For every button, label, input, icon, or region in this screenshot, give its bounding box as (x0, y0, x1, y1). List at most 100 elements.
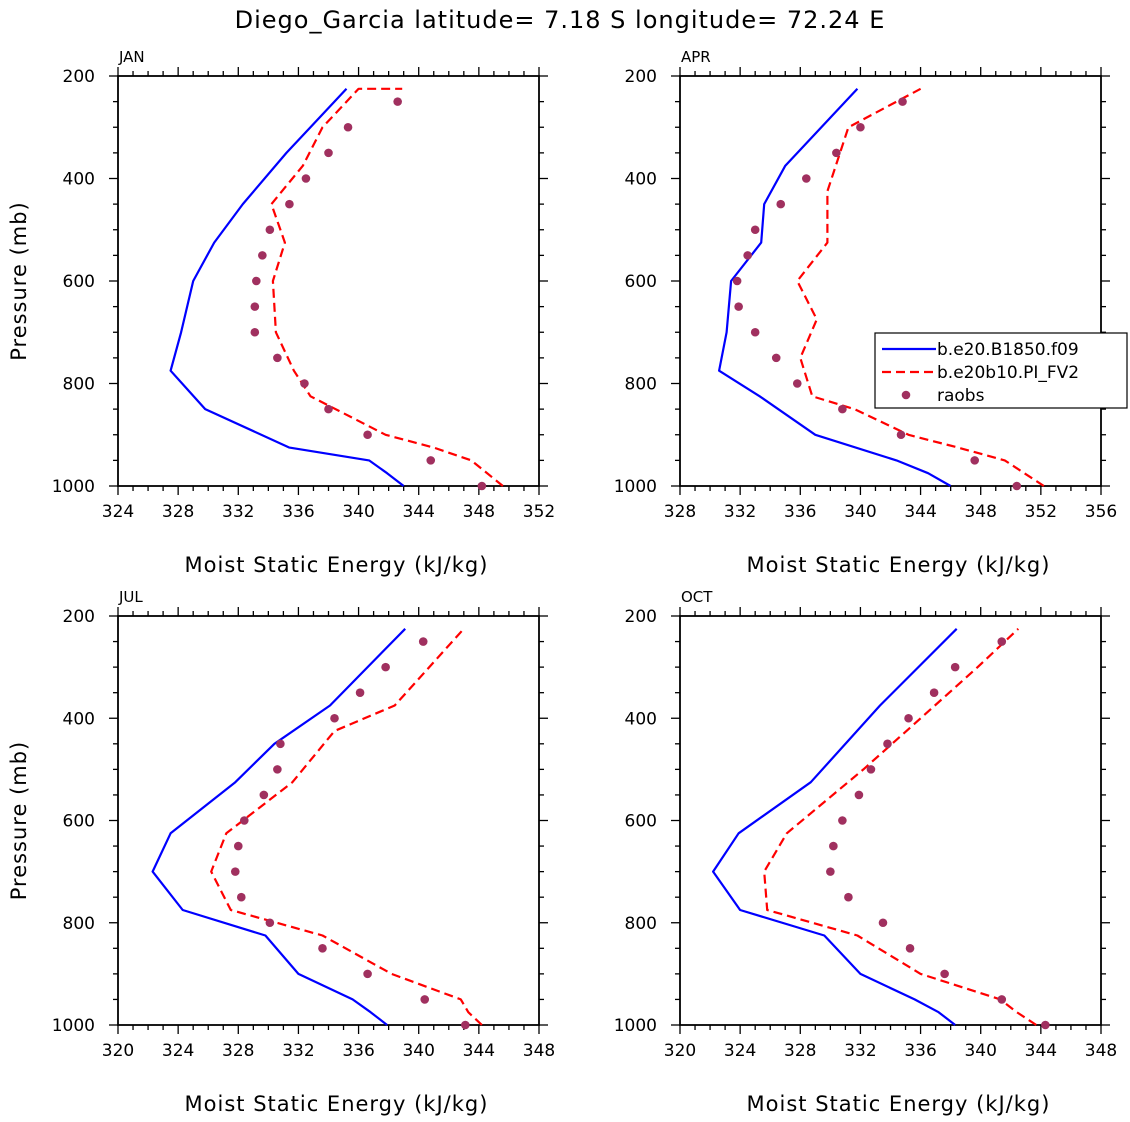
raobs-point (426, 456, 436, 465)
raobs-point (750, 327, 760, 337)
plot-frame (117, 615, 540, 1026)
x-axis-label: Moist Static Energy (kJ/kg) (185, 1092, 489, 1116)
raobs-point (997, 995, 1007, 1004)
raobs-point (878, 918, 888, 928)
raobs-point (420, 995, 430, 1004)
x-tick-label: 356 (1085, 502, 1117, 522)
x-tick-label: 332 (222, 502, 254, 522)
x-tick-label: 340 (342, 502, 374, 522)
x-tick-label: 332 (844, 1041, 876, 1061)
raobs-point (273, 353, 282, 363)
raobs-point (904, 713, 913, 723)
raobs-point (300, 379, 309, 388)
raobs-point (477, 481, 487, 491)
raobs-point (734, 302, 743, 311)
y-tick-label: 600 (625, 272, 657, 292)
series-line-b1850 (151, 628, 406, 1026)
raobs-point (276, 739, 285, 749)
raobs-point (743, 251, 752, 260)
panel-label: JUL (118, 588, 143, 606)
x-tick-label: 344 (402, 502, 434, 522)
y-tick-label: 1000 (614, 477, 657, 497)
x-tick-label: 340 (964, 1041, 996, 1061)
raobs-point (240, 816, 249, 825)
x-tick-label: 348 (463, 502, 495, 522)
legend-label: b.e20b10.PI_FV2 (937, 363, 1079, 383)
series-line-pi-fv2 (210, 628, 483, 1026)
raobs-point (750, 225, 760, 235)
raobs-point (324, 148, 333, 158)
plot-frame (679, 75, 1102, 487)
raobs-point (905, 944, 915, 953)
y-tick-label: 200 (63, 67, 95, 87)
x-tick-label: 344 (463, 1041, 495, 1061)
raobs-point (896, 430, 906, 440)
x-tick-label: 328 (222, 1041, 254, 1061)
figure-title: Diego_Garcia latitude= 7.18 S longitude=… (235, 6, 886, 34)
x-tick-label: 324 (724, 1041, 756, 1061)
panel-label: APR (681, 48, 711, 66)
y-tick-label: 400 (63, 170, 95, 190)
raobs-point (838, 404, 847, 414)
series-line-b1850 (711, 628, 958, 1026)
raobs-point (829, 841, 838, 851)
y-tick-label: 600 (625, 812, 657, 832)
raobs-point (771, 353, 781, 363)
y-tick-label: 400 (63, 709, 95, 729)
x-tick-label: 320 (102, 1041, 134, 1061)
raobs-point (461, 1020, 470, 1030)
x-tick-label: 328 (784, 1041, 816, 1061)
raobs-point (826, 867, 835, 876)
panel-jul: 320 324 328 332 336 340 344 348 200 400 600 800 1000… (7, 588, 555, 1116)
raobs-point (250, 327, 260, 337)
x-tick-label: 324 (162, 1041, 194, 1061)
x-tick-label: 344 (1025, 1041, 1057, 1061)
y-tick-label: 200 (625, 607, 657, 627)
x-axis-label: Moist Static Energy (kJ/kg) (747, 1092, 1051, 1116)
raobs-point (832, 148, 841, 158)
legend-label: raobs (937, 386, 985, 406)
raobs-point (997, 637, 1007, 646)
panel-label: JAN (118, 48, 145, 66)
raobs-point (1012, 481, 1022, 491)
raobs-point (233, 841, 243, 851)
x-tick-label: 324 (102, 502, 134, 522)
raobs-point (273, 765, 282, 774)
y-tick-label: 800 (63, 375, 95, 395)
raobs-point (265, 225, 275, 235)
raobs-point (929, 688, 939, 697)
x-tick-label: 348 (1085, 1041, 1117, 1061)
x-tick-label: 340 (402, 1041, 434, 1061)
series-line-pi-fv2 (763, 627, 1037, 1026)
legend-label: b.e20.B1850.f09 (937, 340, 1079, 360)
legend-box (874, 332, 1128, 409)
raobs-point (381, 662, 390, 672)
y-tick-label: 1000 (52, 1016, 95, 1036)
raobs-point (330, 713, 339, 723)
series-line-b1850 (169, 88, 405, 487)
raobs-point (844, 892, 853, 902)
raobs-point (343, 122, 353, 132)
raobs-point (355, 688, 365, 697)
raobs-point (259, 790, 269, 800)
x-tick-label: 332 (724, 502, 756, 522)
panel-apr: 328 332 336 340 344 348 352 356 200 400 600 800 1000… (614, 48, 1117, 577)
raobs-point (792, 379, 802, 388)
series-line-b1850 (717, 88, 952, 487)
y-tick-label: 800 (625, 375, 657, 395)
raobs-point (285, 199, 294, 209)
raobs-point (301, 174, 311, 183)
x-tick-label: 336 (342, 1041, 374, 1061)
y-axis-label: Pressure (mb) (7, 741, 31, 901)
plot-frame (117, 75, 540, 487)
raobs-point (854, 790, 864, 800)
raobs-point (883, 739, 892, 749)
raobs-point (230, 867, 240, 876)
x-tick-label: 336 (784, 502, 816, 522)
panel-label: OCT (681, 588, 713, 606)
x-axis-label: Moist Static Energy (kJ/kg) (185, 553, 489, 577)
raobs-point (265, 918, 275, 928)
raobs-point (856, 122, 865, 132)
